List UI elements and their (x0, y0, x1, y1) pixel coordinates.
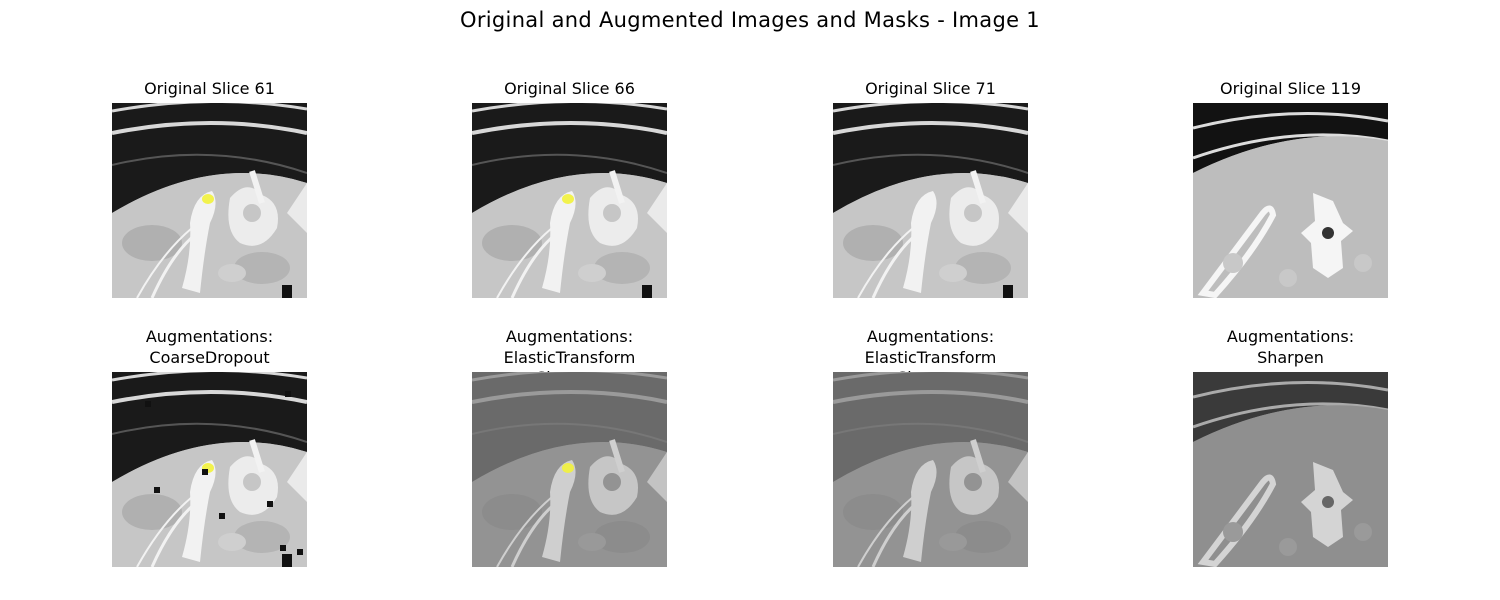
panel-title: Augmentations: CoarseDropout (145, 327, 274, 367)
ct-image (472, 372, 667, 567)
ct-image (833, 103, 1028, 298)
panel-title: Augmentations: Sharpen (1226, 327, 1355, 367)
ct-image (1193, 372, 1388, 567)
ct-image (833, 372, 1028, 567)
ct-image (1193, 103, 1388, 298)
panel-title: Original Slice 71 (865, 79, 996, 98)
ct-image (472, 103, 667, 298)
ct-image (112, 103, 307, 298)
panel-title: Original Slice 61 (144, 79, 275, 98)
panel-title: Original Slice 66 (504, 79, 635, 98)
panel-title: Original Slice 119 (1219, 79, 1361, 98)
ct-image (112, 372, 307, 567)
figure-title: Original and Augmented Images and Masks … (460, 8, 1040, 32)
